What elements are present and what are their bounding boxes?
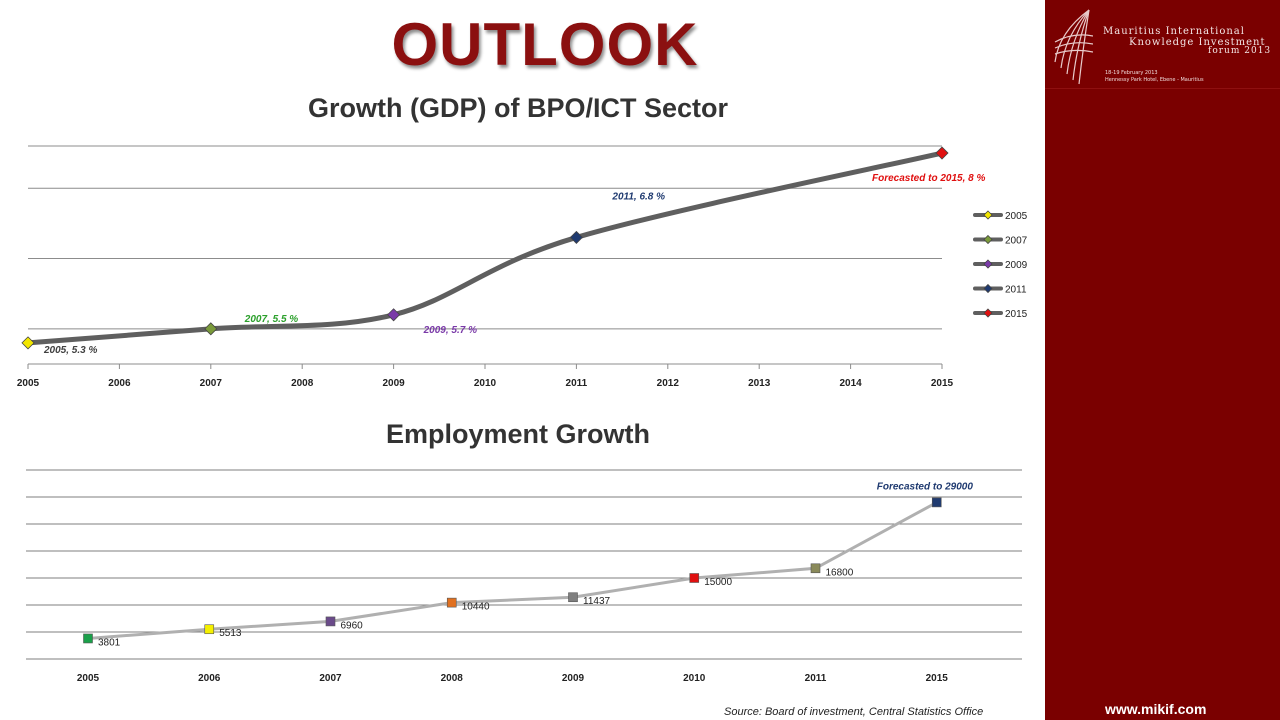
emp-data-label: 5513: [219, 628, 242, 639]
emp-series-line: [87, 501, 938, 640]
logo-line-3: forum 2013: [1208, 46, 1272, 56]
gdp-x-tick-label: 2007: [200, 378, 223, 389]
fan-logo-icon: [1054, 9, 1093, 85]
emp-point-2008: [446, 597, 457, 608]
gdp-point-2005: [21, 336, 35, 350]
logo-line-2: Knowledge Investment: [1129, 37, 1266, 48]
emp-x-tick-label: 2015: [926, 673, 949, 684]
gdp-chart: 2005 2006 2007 2008 2009 2010 2011 2012 2013 2014…: [17, 145, 1028, 389]
emp-point-2006: [204, 624, 215, 635]
gdp-point-2007: [204, 322, 218, 336]
gdp-point-2009: [387, 308, 401, 322]
emp-data-label: 6960: [341, 620, 364, 631]
gdp-x-tick-label: 2006: [108, 378, 131, 389]
source-note: Source: Board of investment, Central Sta…: [724, 706, 984, 718]
legend-marker-2015: [983, 308, 993, 318]
legend-marker-2011: [983, 283, 993, 294]
gdp-x-tick-label: 2011: [566, 378, 588, 389]
legend-label: 2009: [1005, 260, 1028, 271]
emp-x-tick-label: 2005: [77, 673, 100, 684]
emp-data-label: 11437: [583, 596, 611, 607]
gdp-x-tick-label: 2012: [657, 378, 680, 389]
legend-marker-2009: [983, 259, 993, 269]
gdp-x-tick-label: 2013: [748, 378, 771, 389]
emp-point-2010: [689, 573, 700, 583]
emp-point-2011: [810, 563, 821, 574]
emp-data-label: 10440: [462, 602, 490, 613]
emp-x-tick-label: 2007: [319, 673, 342, 684]
gdp-x-tick-label: 2009: [382, 378, 405, 389]
emp-point-2005: [83, 633, 93, 644]
gdp-data-label: 2009, 5.7 %: [423, 325, 477, 336]
emp-data-label: 15000: [704, 577, 732, 588]
gdp-data-label: Forecasted to 2015, 8 %: [872, 173, 985, 184]
gdp-series-line: [25, 150, 945, 346]
website-link[interactable]: www.mikif.com: [1105, 701, 1207, 717]
gdp-data-label: 2007, 5.5 %: [244, 314, 298, 325]
gdp-x-tick-label: 2010: [474, 378, 497, 389]
emp-x-tick-label: 2011: [805, 673, 827, 684]
emp-x-tick-label: 2006: [198, 673, 221, 684]
emp-x-tick-label: 2010: [683, 673, 706, 684]
gdp-point-2011: [569, 230, 583, 244]
gdp-chart-title: Growth (GDP) of BPO/ICT Sector: [308, 93, 729, 123]
emp-data-label: 3801: [98, 637, 121, 648]
legend-label: 2005: [1005, 211, 1028, 222]
gdp-x-tick-label: 2015: [931, 378, 954, 389]
emp-x-tick-label: 2009: [562, 673, 585, 684]
slide-title: OUTLOOK: [391, 11, 699, 78]
emp-point-2009: [568, 592, 578, 603]
emp-point-2007: [325, 616, 336, 627]
legend-marker-2007: [983, 234, 993, 245]
gdp-point-2015: [935, 146, 949, 160]
gdp-x-tick-label: 2014: [839, 378, 862, 389]
legend-marker-2005: [983, 210, 993, 220]
emp-data-label: 16800: [826, 567, 854, 578]
gdp-data-label: 2011, 6.8 %: [611, 191, 665, 202]
emp-x-tick-label: 2008: [441, 673, 464, 684]
emp-data-label: Forecasted to 29000: [877, 481, 974, 492]
legend-label: 2011: [1005, 285, 1027, 296]
sidebar: Mauritius International Knowledge Invest…: [1045, 0, 1280, 720]
legend-label: 2015: [1005, 309, 1028, 320]
logo-line-1: Mauritius International: [1103, 26, 1245, 37]
employment-chart-title: Employment Growth: [386, 419, 651, 449]
emp-point-2015: [931, 497, 942, 508]
logo-venue: Hennessy Park Hotel, Ebene - Mauritius: [1105, 77, 1204, 83]
gdp-x-tick-label: 2008: [291, 378, 314, 389]
forum-logo: Mauritius International Knowledge Invest…: [1045, 0, 1280, 89]
gdp-x-tick-label: 2005: [17, 378, 40, 389]
logo-dates: 18-19 February 2013: [1105, 70, 1158, 76]
legend-label: 2007: [1005, 236, 1028, 247]
gdp-data-label: 2005, 5.3 %: [43, 345, 97, 356]
